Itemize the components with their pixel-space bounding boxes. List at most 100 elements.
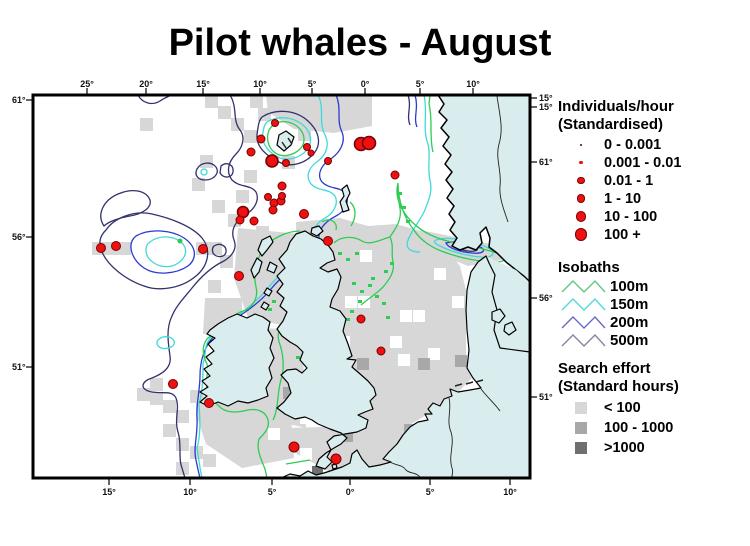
legend-item-individuals: 0.001 - 0.01 (564, 155, 748, 171)
sighting-dot (271, 119, 279, 127)
green-speck (296, 356, 300, 359)
green-speck (346, 258, 350, 261)
river-elbe (480, 388, 501, 412)
effort-cell (398, 354, 410, 366)
sighting-dot (277, 181, 287, 191)
figure-title: Pilot whales - August (168, 22, 552, 64)
axis-tick-label: 15° (102, 487, 116, 497)
land-great-britain (276, 230, 377, 470)
green-speck (382, 302, 386, 305)
green-speck (358, 300, 362, 303)
axis-tick-label: 15° (539, 102, 553, 112)
axis-tick-label: 5° (307, 79, 317, 89)
axis-tick-label: 0° (360, 79, 370, 89)
effort-cell (150, 392, 163, 405)
isobath-line-icon (561, 315, 606, 329)
effort-cell (400, 310, 412, 322)
sighting-dot (376, 346, 386, 356)
effort-cell (176, 438, 189, 451)
axis-tick-label: 15° (539, 93, 553, 103)
sighting-dot (299, 209, 309, 219)
legend: Individuals/hour (Standardised) 0 - 0.00… (558, 98, 748, 459)
green-speck (368, 284, 372, 287)
effort-cell (236, 190, 249, 203)
legend-item-label: >1000 (604, 439, 645, 456)
effort-cell (163, 424, 176, 437)
green-speck (384, 270, 388, 273)
green-speck (350, 310, 354, 313)
green-speck (398, 192, 402, 195)
effort-cell (229, 436, 242, 449)
effort-cell (205, 95, 218, 108)
axis-tick-label: 5° (415, 79, 425, 89)
sighting-dot (288, 441, 300, 453)
effort-cell (192, 178, 205, 191)
legend-item-label: 10 - 100 (604, 208, 658, 225)
green-speck (338, 252, 342, 255)
effort-cell (360, 250, 372, 262)
green-speck (406, 220, 410, 223)
legend-item-isobath: 100m (560, 278, 748, 295)
legend-item-effort: >1000 (564, 439, 748, 456)
axis-tick-label: 56° (12, 232, 26, 242)
effort-cell (345, 296, 357, 308)
sighting-dot (278, 192, 286, 200)
legend-item-label: 500m (610, 332, 649, 349)
legend-item-label: 150m (610, 296, 649, 313)
axis-tick-label: 25° (80, 79, 94, 89)
search-effort-cells-dark (312, 466, 323, 477)
sighting-size-icon (574, 228, 588, 241)
legend-item-individuals: 1 - 10 (564, 190, 748, 207)
effort-cell (357, 358, 369, 370)
effort-cell (306, 95, 319, 108)
axis-tick-label: 5° (267, 487, 277, 497)
green-speck (355, 252, 359, 255)
sea-kattegat (486, 256, 528, 352)
legend-item-label: 200m (610, 314, 649, 331)
legend-item-label: 100 + (604, 226, 641, 243)
axis-tick-label: 56° (539, 293, 553, 303)
axis-tick-label: 10° (183, 487, 197, 497)
legend-effort-title-1: Search effort (558, 360, 651, 377)
effort-cell (242, 452, 255, 465)
isobath-line-icon (561, 333, 606, 347)
axis-tick-label: 20° (139, 79, 153, 89)
sighting-size-icon (580, 143, 582, 146)
green-speck (375, 295, 379, 298)
green-speck (402, 206, 406, 209)
legend-item-label: 100 - 1000 (604, 419, 674, 436)
effort-cell (216, 420, 229, 433)
effort-cell (118, 242, 131, 255)
sighting-dot (249, 216, 259, 226)
legend-item-individuals: 10 - 100 (564, 208, 748, 225)
sighting-dot (303, 143, 311, 151)
sighting-dot (390, 170, 400, 180)
effort-swatch-icon (575, 401, 587, 414)
axis-tick-label: 51° (12, 362, 26, 372)
effort-cell (150, 378, 163, 391)
sighting-dots (96, 119, 400, 465)
landmasses (199, 95, 530, 478)
effort-cell (140, 118, 153, 131)
sighting-dot (265, 154, 279, 168)
effort-cell (244, 130, 257, 143)
legend-item-effort: 100 - 1000 (564, 419, 748, 436)
legend-item-isobath: 500m (560, 332, 748, 349)
sighting-dot (307, 149, 315, 157)
island-lewis (257, 235, 274, 257)
map-frame (31, 93, 532, 480)
effort-cell (390, 336, 402, 348)
legend-item-label: 1 - 10 (604, 190, 642, 207)
green-speck (352, 282, 356, 285)
legend-item-label: 100m (610, 278, 649, 295)
axis-tick-label: 0° (345, 487, 355, 497)
sighting-dot (330, 453, 342, 465)
legend-item-label: 0 - 0.001 (604, 136, 662, 153)
effort-cell (434, 268, 446, 280)
river-seine (387, 460, 421, 478)
axis-tick-label: 5° (425, 487, 435, 497)
effort-cell (413, 310, 425, 322)
